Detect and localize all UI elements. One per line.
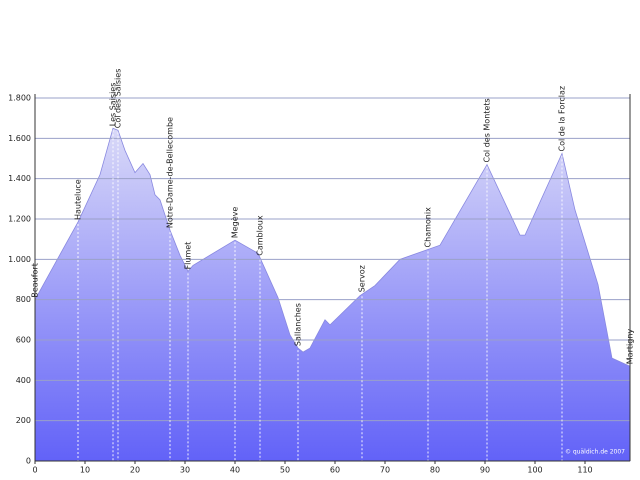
waypoint-label: Notre-Dame-de-Bellecombe (166, 117, 175, 228)
x-tick-label: 50 (280, 466, 290, 475)
x-tick-label: 30 (180, 466, 190, 475)
x-tick-label: 10 (80, 466, 90, 475)
waypoint-label: Col des Montets (483, 98, 492, 162)
x-tick-label: 90 (480, 466, 490, 475)
waypoint-label: Col de la Forclaz (558, 86, 567, 152)
x-tick-label: 60 (330, 466, 340, 475)
x-tick-label: 0 (32, 466, 37, 475)
y-tick-label: 1.000 (8, 255, 31, 264)
x-tick-label: 100 (527, 466, 542, 475)
waypoint-label: Flumet (184, 242, 193, 270)
waypoint-label: Megève (230, 207, 240, 239)
x-tick-label: 70 (380, 466, 390, 475)
x-tick-label: 40 (230, 466, 240, 475)
x-tick-label: 80 (430, 466, 440, 475)
y-tick-label: 600 (16, 336, 31, 345)
y-tick-label: 200 (16, 416, 31, 425)
waypoint-label: Col des Saisies (114, 69, 123, 129)
x-tick-label: 20 (130, 466, 140, 475)
y-tick-label: 1.600 (8, 134, 31, 143)
waypoint-label: Sallanches (294, 303, 303, 346)
y-tick-label: 1.800 (8, 94, 31, 103)
y-tick-label: 1.400 (8, 174, 31, 183)
waypoint-label: Les Saisies (109, 83, 118, 127)
waypoint-label: Servoz (358, 265, 367, 292)
y-tick-label: 400 (16, 376, 31, 385)
waypoint-label: Hauteluce (74, 179, 83, 220)
y-tick-label: 0 (26, 457, 31, 466)
area (34, 127, 631, 462)
waypoint-label: Cambloux (256, 215, 265, 256)
x-tick-label: 110 (577, 466, 592, 475)
waypoint-label: Chamonix (424, 207, 433, 248)
y-tick-label: 1.200 (8, 215, 31, 224)
credit: © quäldich.de 2007 (565, 449, 625, 456)
y-tick-label: 800 (16, 295, 31, 304)
